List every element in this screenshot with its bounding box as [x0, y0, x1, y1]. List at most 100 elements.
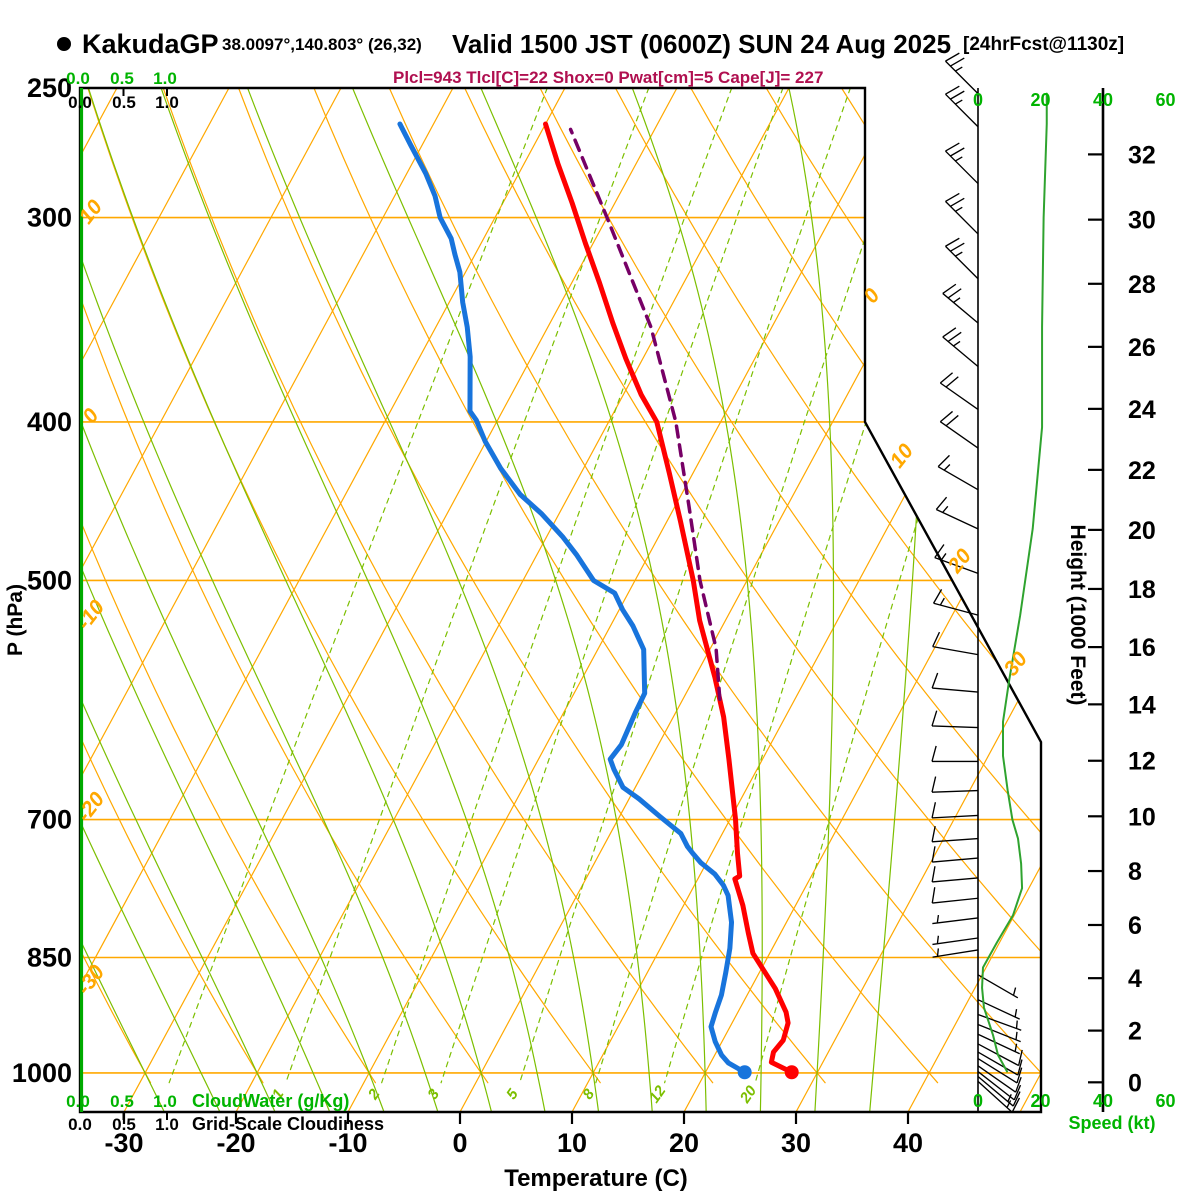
wind-barb — [942, 283, 979, 324]
dry-adiabat-label: -10 — [72, 596, 109, 634]
wind-barb — [939, 372, 979, 410]
cloudiness-scale-label: 0.5 — [112, 93, 136, 112]
pressure-tick-label: 1000 — [12, 1058, 72, 1088]
temperature-tick-label: 20 — [669, 1128, 699, 1158]
wind-barb — [931, 866, 979, 883]
wind-barb — [935, 496, 979, 530]
height-tick-label: 0 — [1128, 1069, 1142, 1097]
isotherm-line — [683, 88, 1041, 1112]
wind-barb — [931, 846, 979, 863]
cloudwater-scale-label: 1.0 — [153, 1092, 177, 1111]
station-name: KakudaGP — [82, 29, 219, 59]
isotherm-line — [459, 88, 1014, 1112]
moist-adiabat-line — [80, 88, 332, 1112]
wind-barb — [932, 948, 979, 958]
cloudiness-scale-label: 0.0 — [68, 93, 92, 112]
temperature-tick-label: 40 — [893, 1128, 923, 1158]
temperature-tick-label: 0 — [452, 1128, 467, 1158]
mixing-ratio-line — [519, 88, 851, 1084]
speed-legend: Speed (kt) — [1068, 1113, 1155, 1133]
wind-barb — [937, 454, 979, 491]
temperature-surface-dot — [784, 1065, 799, 1080]
height-tick-label: 16 — [1128, 634, 1156, 662]
moist-adiabat-line — [243, 88, 600, 1112]
wind-barb — [977, 999, 1020, 1020]
height-tick-label: 20 — [1128, 517, 1156, 545]
height-tick-label: 30 — [1128, 207, 1156, 235]
isotherm-line — [235, 88, 790, 1112]
wind-barb — [931, 710, 979, 729]
moist-adiabat-line — [80, 88, 386, 1112]
wind-barb — [977, 1075, 1021, 1107]
isotherm-line — [80, 88, 566, 1112]
moist-adiabat-line — [786, 88, 835, 1112]
wind-barb — [932, 631, 979, 656]
wind-barb — [944, 52, 979, 95]
moist-adiabat-line — [627, 88, 763, 1112]
dry-adiabat-line — [80, 88, 376, 1084]
dry-adiabat-line — [539, 88, 1041, 1084]
cloudwater-legend: CloudWater (g/Kg) — [192, 1091, 349, 1111]
background-grid — [80, 88, 1041, 1112]
mixing-ratio-line — [381, 88, 733, 1084]
wind-barb — [942, 327, 979, 368]
wind-barb — [931, 672, 979, 693]
cloudwater-scale-label: 0.5 — [110, 1092, 134, 1111]
temperature-axis-label: Temperature (C) — [504, 1165, 688, 1192]
speed-scale-label: 60 — [1155, 90, 1175, 110]
height-tick-label: 18 — [1128, 576, 1156, 604]
height-tick-label: 32 — [1128, 141, 1156, 169]
dewpoint-surface-dot — [737, 1065, 752, 1080]
mixing-ratio-label: 2 — [364, 1086, 384, 1104]
pressure-tick-label: 300 — [27, 203, 72, 233]
cloudiness-scale-label: 1.0 — [155, 1115, 179, 1134]
height-tick-label: 12 — [1128, 748, 1156, 776]
dry-adiabat-line — [388, 88, 1041, 1084]
dry-adiabat-line — [237, 88, 826, 1084]
pressure-tick-label: 400 — [27, 407, 72, 437]
pressure-tick-label: 700 — [27, 805, 72, 835]
isotherm-label: 0 — [859, 284, 885, 308]
temperature-tick-label: -30 — [104, 1128, 143, 1158]
pressure-tick-label: 500 — [27, 565, 72, 595]
wind-barb — [931, 825, 979, 843]
wind-speed-curve — [981, 92, 1048, 1073]
height-tick-label: 26 — [1128, 334, 1156, 362]
height-tick-label: 22 — [1128, 457, 1156, 485]
speed-scale-label: 40 — [1093, 1091, 1113, 1111]
mixing-ratio-label: 3 — [424, 1086, 443, 1103]
height-axis-label: Height (1000 Feet) — [1066, 525, 1089, 706]
cloudwater-scale-label: 0.0 — [66, 69, 90, 88]
isotherm-line — [1019, 88, 1041, 1112]
wind-barb — [944, 192, 979, 235]
cloudiness-scale-label: 0.5 — [112, 1115, 136, 1134]
dewpoint-curve — [397, 121, 748, 1075]
plot-frame — [78, 86, 1043, 1124]
speed-scale-label: 20 — [1030, 90, 1050, 110]
pressure-tick-label: 850 — [27, 942, 72, 972]
temperature-curve — [543, 121, 795, 1075]
dry-adiabat-line — [614, 88, 1041, 1084]
height-tick-label: 2 — [1128, 1018, 1142, 1046]
mixing-ratio-line — [168, 88, 548, 1084]
mixing-ratio-label: 5 — [503, 1086, 522, 1103]
wind-barb — [932, 589, 979, 616]
wind-barb — [977, 1080, 1021, 1113]
cloudiness-scale-label: 0.0 — [68, 1115, 92, 1134]
temperature-tick-label: 10 — [557, 1128, 587, 1158]
speed-scale-label: 40 — [1093, 90, 1113, 110]
height-tick-label: 6 — [1128, 912, 1142, 940]
cloudwater-scale-label: 1.0 — [153, 69, 177, 88]
wind-barb — [932, 914, 979, 925]
moist-adiabat-line — [80, 88, 278, 1112]
station-coords: 38.0097°,140.803° (26,32) — [222, 35, 422, 54]
mixing-ratio-line — [595, 88, 917, 1084]
axis-tick-labels: 0246810121416182022242628303225030040050… — [12, 69, 1176, 1158]
wind-barb — [944, 237, 979, 280]
speed-scale-label: 0 — [973, 90, 983, 110]
height-tick-label: 24 — [1128, 396, 1156, 424]
wind-barb — [977, 1051, 1023, 1076]
height-tick-label: 28 — [1128, 271, 1156, 299]
cloudiness-scale-label: 1.0 — [155, 93, 179, 112]
dry-adiabat-line — [162, 88, 714, 1084]
